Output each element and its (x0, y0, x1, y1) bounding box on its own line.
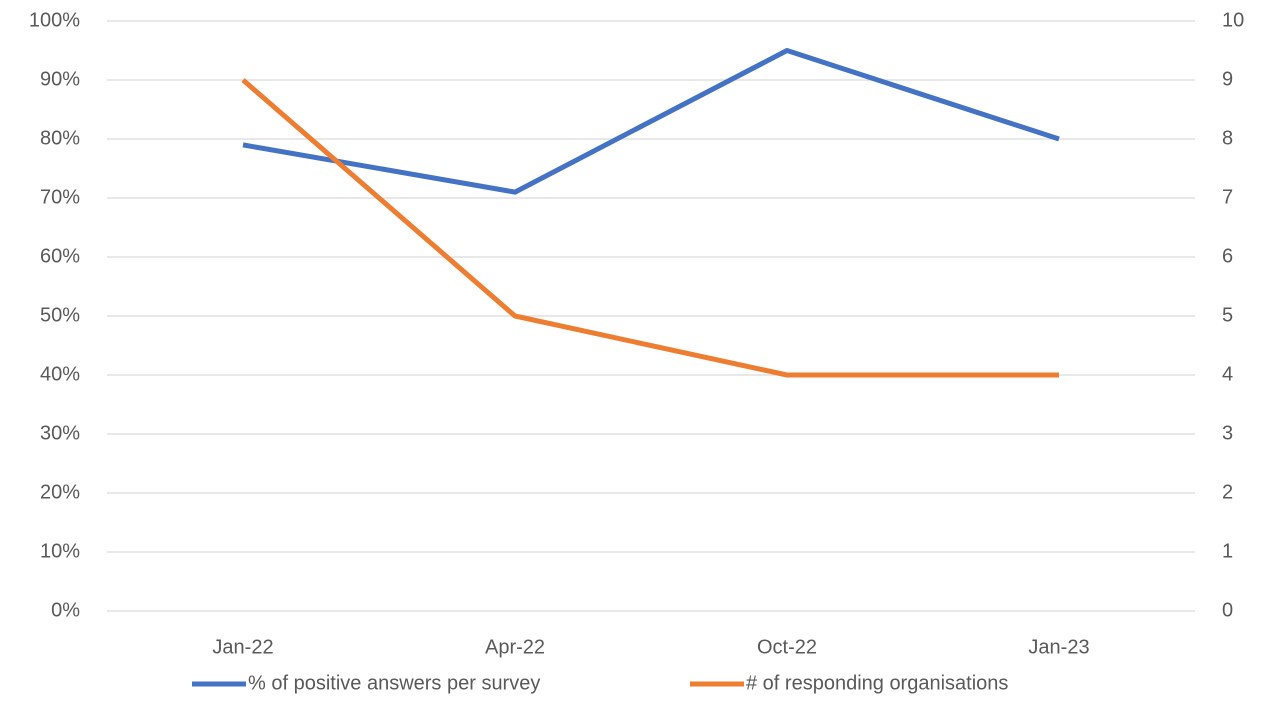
y-tick-label: 100% (29, 9, 80, 31)
y-tick-label: 30% (40, 422, 80, 444)
y2-tick-label: 8 (1222, 127, 1233, 149)
y2-tick-label: 9 (1222, 68, 1233, 90)
legend-label: % of positive answers per survey (248, 672, 540, 694)
y-tick-label: 90% (40, 68, 80, 90)
series-line (242, 48, 1060, 195)
y2-tick-label: 1 (1222, 540, 1233, 562)
y2-tick-label: 3 (1222, 422, 1233, 444)
y2-tick-label: 6 (1222, 245, 1233, 267)
y2-tick-label: 7 (1222, 186, 1233, 208)
y2-tick-label: 4 (1222, 363, 1233, 385)
y2-tick-label: 0 (1222, 599, 1233, 621)
y-tick-label: 50% (40, 304, 80, 326)
y2-tick-label: 2 (1222, 481, 1233, 503)
y-tick-label: 40% (40, 363, 80, 385)
series-line (241, 78, 1059, 378)
y-tick-label: 10% (40, 540, 80, 562)
y-tick-label: 0% (51, 599, 80, 621)
y-tick-label: 70% (40, 186, 80, 208)
y-tick-label: 80% (40, 127, 80, 149)
x-tick-label: Jan-22 (212, 636, 273, 658)
y-tick-label: 20% (40, 481, 80, 503)
y2-tick-label: 5 (1222, 304, 1233, 326)
x-tick-label: Apr-22 (485, 636, 545, 658)
legend-label: # of responding organisations (746, 672, 1008, 694)
x-tick-label: Oct-22 (757, 636, 817, 658)
y2-tick-label: 10 (1222, 9, 1244, 31)
x-tick-label: Jan-23 (1028, 636, 1089, 658)
y-tick-label: 60% (40, 245, 80, 267)
